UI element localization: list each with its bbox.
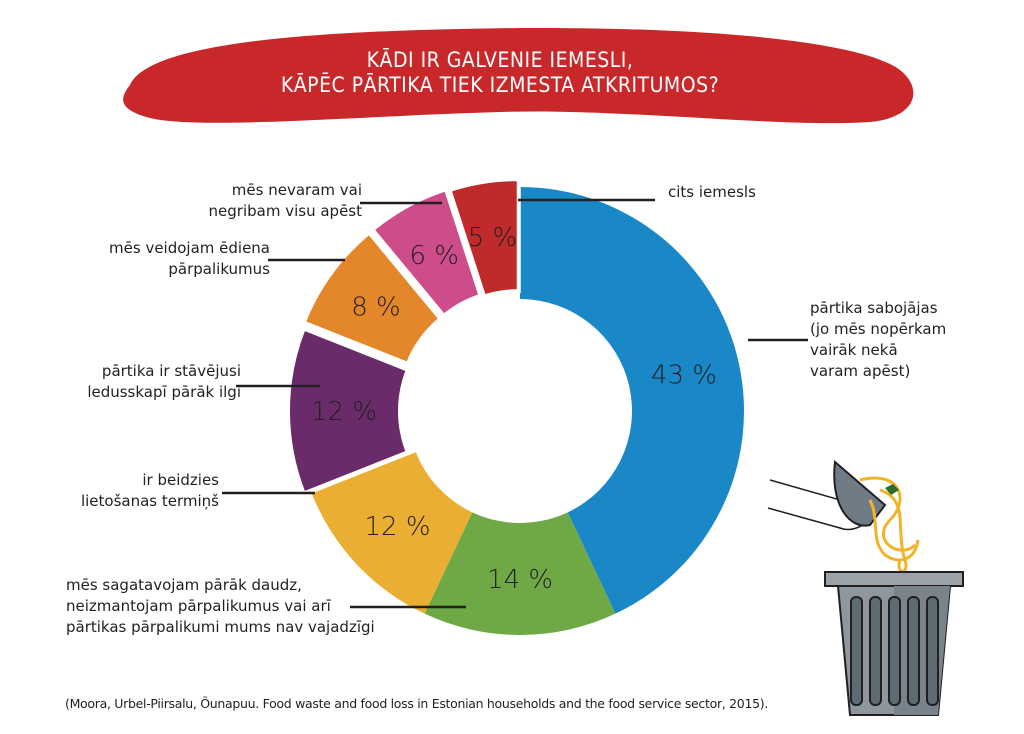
slice-leftovers: [301, 229, 444, 367]
label-food-spoils: pārtika sabojājas (jo mēs nopērkam vairāk …: [810, 299, 947, 380]
chart-title: KĀDI IR GALVENIE IEMESLI, KĀPĒC PĀRTIKA …: [150, 48, 850, 98]
title-line-1: KĀDI IR GALVENIE IEMESLI,: [366, 48, 634, 72]
pct-label-other-reason: 5 %: [468, 223, 518, 253]
slice-food-spoils: [520, 187, 745, 614]
spaghetti-icon: [859, 476, 920, 573]
pct-label-leftovers: 8 %: [351, 292, 401, 322]
pct-label-cook-too-much: 14 %: [487, 565, 553, 595]
slice-cook-too-much: [424, 512, 616, 635]
label-leftovers: mēs veidojam ēdiena pārpalikumus: [109, 239, 270, 278]
source-citation: (Moora, Urbel-Piirsalu, Õunapuu. Food wa…: [65, 696, 768, 711]
slice-fridge-too-long: [286, 325, 411, 497]
label-cannot-eat-all: mēs nevaram vai negribam visu apēst: [208, 181, 362, 220]
slice-other-reason: [447, 177, 521, 300]
label-cook-too-much: mēs sagatavojam pārāk daudz, neizmantojam…: [66, 576, 375, 636]
title-line-2: KĀPĒC PĀRTIKA TIEK IZMESTA ATKRITUMOS?: [280, 73, 720, 97]
pct-label-cannot-eat-all: 6 %: [409, 241, 459, 271]
title-banner: [123, 27, 914, 124]
label-fridge-too-long: pārtika ir stāvējusi ledusskapī pārāk ilg…: [87, 362, 241, 401]
trash-can-illustration: [767, 460, 964, 716]
pct-label-food-spoils: 43 %: [651, 360, 717, 390]
pct-label-expired: 12 %: [365, 512, 431, 542]
label-other-reason: cits iemesls: [668, 183, 756, 201]
slice-cannot-eat-all: [369, 186, 484, 319]
label-expired: ir beidzies lietošanas termiņš: [80, 471, 219, 510]
pct-label-fridge-too-long: 12 %: [311, 397, 377, 427]
slice-expired: [311, 452, 473, 614]
trash-lid: [824, 571, 964, 587]
